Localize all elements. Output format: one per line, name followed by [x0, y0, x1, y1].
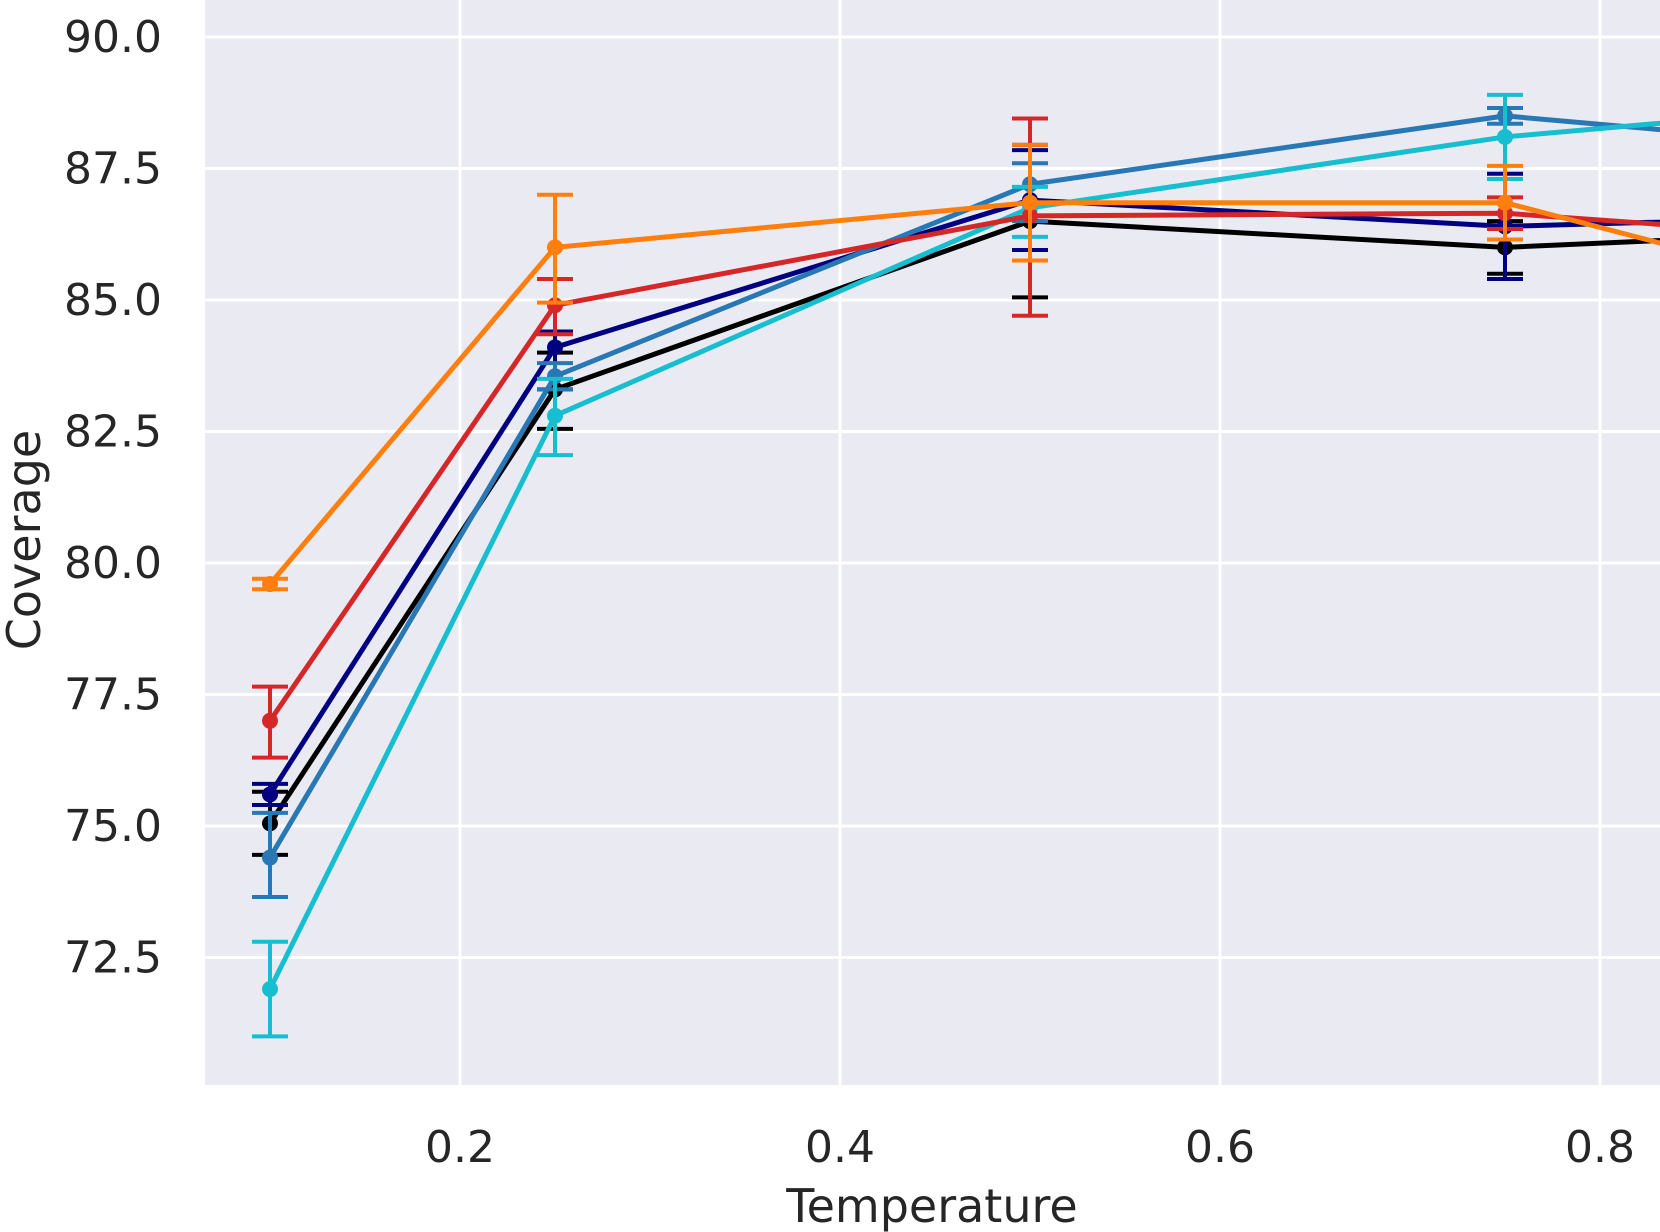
series-orange	[252, 142, 1660, 593]
y-tick-label: 75.0	[64, 801, 162, 852]
y-tick-label: 80.0	[64, 538, 162, 589]
series-steelblue-line	[267, 113, 1660, 859]
data-point	[262, 712, 278, 729]
data-point	[1022, 194, 1038, 211]
x-tick-label: 0.6	[1185, 1122, 1255, 1173]
series-black-line	[267, 218, 1660, 825]
plot-background	[205, 0, 1660, 1085]
data-point	[1497, 194, 1513, 211]
data-point	[262, 981, 278, 998]
y-tick-label: 77.5	[64, 670, 162, 721]
data-point	[262, 786, 278, 803]
y-tick-label: 87.5	[64, 144, 162, 195]
y-tick-label: 85.0	[64, 275, 162, 326]
data-point	[1497, 128, 1513, 145]
series-orange-line	[268, 200, 1660, 586]
x-tick-label: 0.2	[425, 1122, 495, 1173]
y-tick-label: 90.0	[64, 12, 162, 63]
x-tick-label: 0.4	[805, 1122, 875, 1173]
data-point	[547, 407, 563, 424]
series-cyan-line	[267, 120, 1660, 991]
y-tick-label: 72.5	[64, 933, 162, 984]
y-tick-label: 82.5	[64, 407, 162, 458]
data-point	[262, 849, 278, 866]
y-axis-title: Coverage	[0, 430, 51, 650]
series-red-line	[267, 210, 1660, 723]
x-tick-labels: 0.20.40.60.81.01.21.4	[425, 1122, 1635, 1173]
data-point	[547, 239, 563, 256]
x-axis-title: Temperature	[785, 1179, 1077, 1232]
x-tick-label: 0.8	[1565, 1122, 1635, 1173]
data-point	[547, 339, 563, 356]
y-tick-labels: 72.5 75.0 77.5 80.0 82.5 85.0 87.5 90.0	[64, 12, 162, 984]
data-point	[262, 576, 278, 593]
series-layer	[252, 92, 1660, 1039]
